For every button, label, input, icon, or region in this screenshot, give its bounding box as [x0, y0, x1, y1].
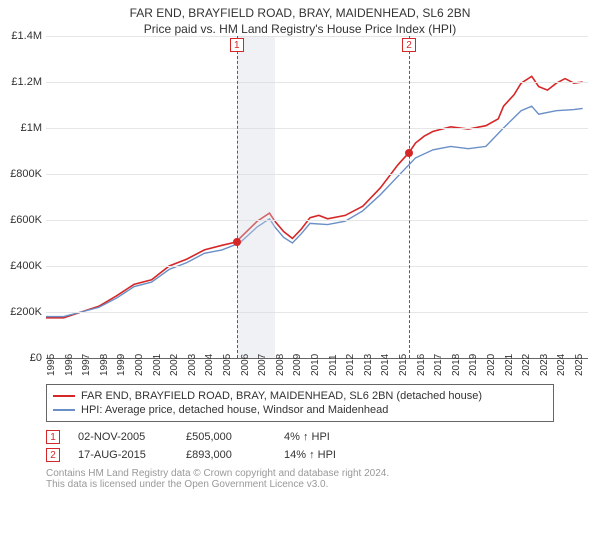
- sale-dot: [233, 238, 241, 246]
- sale-row: 1 02-NOV-2005 £505,000 4% ↑ HPI: [46, 428, 554, 446]
- x-tick-label: 2012: [345, 354, 356, 376]
- x-tick-label: 2006: [240, 354, 251, 376]
- legend-label: FAR END, BRAYFIELD ROAD, BRAY, MAIDENHEA…: [81, 390, 482, 402]
- sale-price: £893,000: [186, 449, 266, 461]
- sale-badge: 1: [230, 38, 244, 52]
- x-tick-label: 2010: [310, 354, 321, 376]
- sale-dot: [405, 149, 413, 157]
- y-tick-label: £1.4M: [11, 30, 42, 42]
- x-tick-label: 2021: [504, 354, 515, 376]
- x-tick-label: 2020: [486, 354, 497, 376]
- attribution: Contains HM Land Registry data © Crown c…: [46, 468, 554, 490]
- x-tick-label: 2024: [556, 354, 567, 376]
- x-tick-label: 2015: [398, 354, 409, 376]
- gridline: [46, 220, 588, 221]
- y-axis: £0£200K£400K£600K£800K£1M£1.2M£1.4M: [0, 36, 46, 378]
- x-tick-label: 2008: [275, 354, 286, 376]
- title-main: FAR END, BRAYFIELD ROAD, BRAY, MAIDENHEA…: [0, 6, 600, 20]
- sale-delta: 4% ↑ HPI: [284, 431, 384, 443]
- y-tick-label: £200K: [10, 306, 42, 318]
- plot: 12: [46, 36, 588, 358]
- legend-swatch: [53, 395, 75, 397]
- series-lines: [46, 36, 588, 358]
- gridline: [46, 36, 588, 37]
- x-tick-label: 2003: [187, 354, 198, 376]
- legend-item: HPI: Average price, detached house, Wind…: [53, 403, 547, 417]
- x-tick-label: 2014: [380, 354, 391, 376]
- sale-row: 2 17-AUG-2015 £893,000 14% ↑ HPI: [46, 446, 554, 464]
- x-tick-label: 1996: [64, 354, 75, 376]
- y-tick-label: £400K: [10, 260, 42, 272]
- x-tick-label: 2001: [152, 354, 163, 376]
- attribution-line-2: This data is licensed under the Open Gov…: [46, 479, 554, 490]
- x-tick-label: 2005: [222, 354, 233, 376]
- x-tick-label: 2022: [521, 354, 532, 376]
- x-tick-label: 2007: [257, 354, 268, 376]
- x-tick-label: 2002: [169, 354, 180, 376]
- y-tick-label: £800K: [10, 168, 42, 180]
- gridline: [46, 82, 588, 83]
- sale-badge: 2: [402, 38, 416, 52]
- y-tick-label: £600K: [10, 214, 42, 226]
- x-tick-label: 2018: [451, 354, 462, 376]
- sale-row-badge: 1: [46, 430, 60, 444]
- sale-price: £505,000: [186, 431, 266, 443]
- series-blue: [46, 106, 583, 316]
- x-tick-label: 2009: [292, 354, 303, 376]
- title-sub: Price paid vs. HM Land Registry's House …: [0, 22, 600, 36]
- x-tick-label: 2016: [416, 354, 427, 376]
- legend-item: FAR END, BRAYFIELD ROAD, BRAY, MAIDENHEA…: [53, 389, 547, 403]
- y-tick-label: £1.2M: [11, 76, 42, 88]
- x-tick-label: 2019: [468, 354, 479, 376]
- sale-row-badge: 2: [46, 448, 60, 462]
- sale-date: 02-NOV-2005: [78, 431, 168, 443]
- x-tick-label: 1998: [99, 354, 110, 376]
- gridline: [46, 312, 588, 313]
- x-tick-label: 1995: [46, 354, 57, 376]
- x-tick-label: 2017: [433, 354, 444, 376]
- gridline: [46, 174, 588, 175]
- sale-date: 17-AUG-2015: [78, 449, 168, 461]
- chart-titles: FAR END, BRAYFIELD ROAD, BRAY, MAIDENHEA…: [0, 0, 600, 36]
- x-tick-label: 1999: [116, 354, 127, 376]
- x-tick-label: 2025: [574, 354, 585, 376]
- gridline: [46, 128, 588, 129]
- sales-table: 1 02-NOV-2005 £505,000 4% ↑ HPI 2 17-AUG-2015…: [46, 428, 554, 464]
- legend: FAR END, BRAYFIELD ROAD, BRAY, MAIDENHEA…: [46, 384, 554, 422]
- legend-label: HPI: Average price, detached house, Wind…: [81, 404, 388, 416]
- sale-vline: [237, 36, 238, 358]
- chart-area: £0£200K£400K£600K£800K£1M£1.2M£1.4M 12 1…: [0, 36, 600, 378]
- series-red: [46, 76, 583, 317]
- x-tick-label: 2023: [539, 354, 550, 376]
- y-tick-label: £0: [30, 352, 42, 364]
- x-tick-label: 2011: [328, 354, 339, 376]
- x-tick-label: 1997: [81, 354, 92, 376]
- x-tick-label: 2000: [134, 354, 145, 376]
- sale-vline: [409, 36, 410, 358]
- sale-delta: 14% ↑ HPI: [284, 449, 384, 461]
- gridline: [46, 266, 588, 267]
- y-tick-label: £1M: [21, 122, 42, 134]
- x-tick-label: 2004: [204, 354, 215, 376]
- x-axis: 1995199619971998199920002001200220032004…: [46, 358, 588, 378]
- shaded-band: [237, 36, 275, 358]
- legend-swatch: [53, 409, 75, 411]
- attribution-line-1: Contains HM Land Registry data © Crown c…: [46, 468, 554, 479]
- x-tick-label: 2013: [363, 354, 374, 376]
